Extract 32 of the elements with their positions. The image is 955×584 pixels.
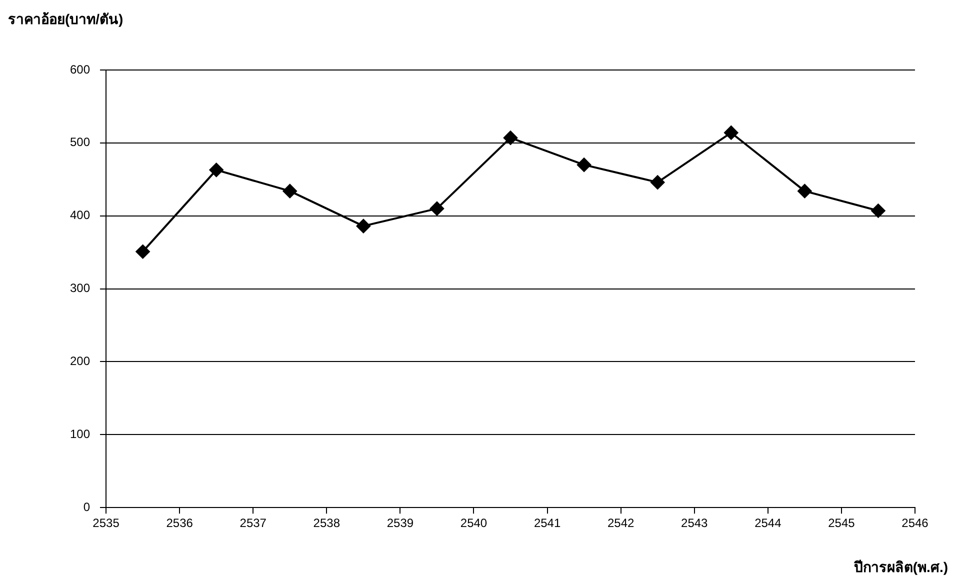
x-tick-label: 2540 [460, 516, 488, 530]
x-tick-label: 2544 [754, 516, 782, 530]
x-tick-label: 2543 [681, 516, 708, 530]
x-tick-label: 2546 [902, 516, 929, 530]
y-tick-label: 0 [83, 500, 90, 514]
y-tick-label: 600 [70, 62, 90, 76]
point [356, 219, 370, 234]
point [577, 158, 592, 172]
y-tick-label: 500 [70, 135, 90, 150]
x-tick-label: 2535 [92, 516, 120, 530]
point [871, 204, 886, 218]
point [209, 162, 224, 177]
y-tick-label: 400 [70, 208, 90, 222]
point [798, 184, 812, 198]
x-tick-label: 2542 [607, 516, 634, 530]
y-tick-label: 200 [70, 354, 90, 368]
x-tick-label: 2539 [386, 516, 414, 530]
x-tick-label: 2541 [534, 516, 561, 530]
y-tick-label: 300 [70, 281, 90, 296]
point [724, 126, 738, 140]
x-tick-label: 2545 [828, 516, 856, 530]
x-tick-label: 2538 [313, 516, 340, 530]
y-axis-title: ราคาอ้อย(บาท/ตัน) [8, 10, 124, 27]
y-tick-label: 100 [70, 426, 90, 441]
point [504, 130, 518, 145]
point [430, 202, 444, 216]
point [136, 244, 150, 259]
point [282, 184, 297, 198]
x-axis-title: ปีการผลิต(พ.ศ.) [852, 558, 948, 575]
x-tick-label: 2536 [166, 516, 194, 530]
point [650, 175, 665, 190]
x-tick-label: 2537 [240, 516, 267, 530]
